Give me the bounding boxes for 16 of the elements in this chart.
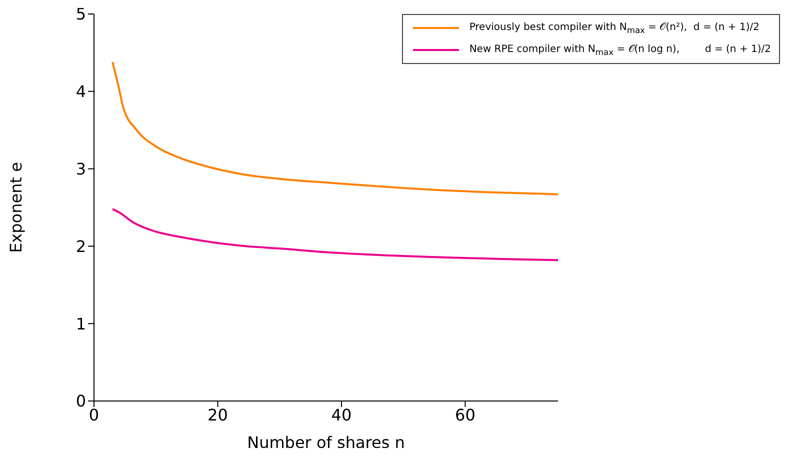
y-tick-label: 0 xyxy=(76,392,86,411)
y-tick-label: 2 xyxy=(76,236,86,256)
y-tick-label: 3 xyxy=(76,159,86,178)
x-tick-label: 60 xyxy=(455,405,476,424)
y-tick-label: 5 xyxy=(76,4,86,24)
x-axis-title: Number of shares n xyxy=(247,433,405,452)
y-tick-label: 1 xyxy=(76,314,86,334)
x-tick-label: 0 xyxy=(88,405,100,424)
line-series xyxy=(112,60,558,196)
legend-label: New RPE compiler with N$_{max}$ = 𝒪(n log n), d = (n + 1)/2 xyxy=(469,44,771,56)
legend-label: Previously best compiler with N$_{max}$ = 𝒪(n²), d = (n + 1)/2 xyxy=(469,22,760,34)
x-tick-label: 20 xyxy=(208,405,228,424)
line-series xyxy=(112,208,558,262)
x-tick-label: 40 xyxy=(331,405,352,424)
y-tick-label: 4 xyxy=(76,82,86,102)
y-axis-title: Exponent e xyxy=(6,162,26,253)
